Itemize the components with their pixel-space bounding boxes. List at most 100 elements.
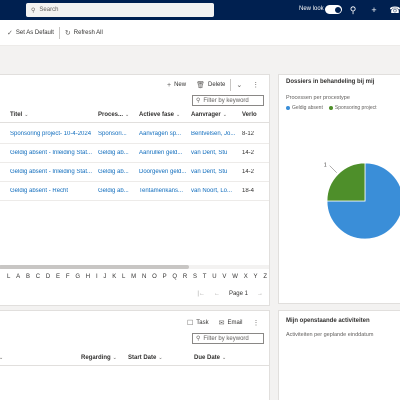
alphabet-filter-letter[interactable]: I <box>95 274 98 280</box>
alphabet-filter-letter[interactable]: T <box>202 274 207 280</box>
more-commands-chevron[interactable]: ⌄ <box>231 81 247 89</box>
scrollbar-thumb[interactable] <box>0 265 189 269</box>
divider <box>230 79 232 91</box>
search-box[interactable]: ⚲ Search <box>26 3 214 17</box>
task-icon: ☐ <box>187 320 194 327</box>
column-header-label: Start Date <box>128 355 157 361</box>
cell-proces[interactable]: Geldig ab... <box>98 150 129 156</box>
new-button[interactable]: + New <box>162 82 191 89</box>
cell-aanvrager[interactable]: Bentvelsen, Jo... <box>191 131 236 137</box>
overflow-menu-button[interactable]: ⋮ <box>247 81 264 89</box>
cell-actieve-fase[interactable]: Tentamenkans... <box>139 188 184 194</box>
legend-item-sponsoring[interactable]: Sponsoring project <box>328 105 377 111</box>
set-as-default-button[interactable]: ✓ Set As Default <box>2 23 59 43</box>
refresh-all-button[interactable]: ↻ Refresh All <box>60 23 108 43</box>
column-header-start-date[interactable]: Start Date ⌄ <box>128 355 163 361</box>
table-row[interactable]: Geldig absent - Inleiding Stat... Geldig… <box>0 144 269 163</box>
cell-verlo: 14-2 <box>242 150 255 156</box>
previous-page-icon[interactable]: ← <box>213 291 220 297</box>
delete-button[interactable]: 🗑 Delete <box>191 81 230 89</box>
alphabet-filter-letter[interactable]: O <box>152 274 157 280</box>
pie-slice-geldig-absent[interactable] <box>326 162 400 240</box>
column-header-label: Due Date <box>194 355 221 361</box>
first-page-icon[interactable]: |← <box>197 291 205 297</box>
cell-actieve-fase[interactable]: Aanrullen geld... <box>139 150 183 156</box>
column-header-chevron[interactable]: ⌄ <box>0 355 3 361</box>
cases-grid-panel: + New 🗑 Delete ⌄ ⋮ ⚲ Filter by keyword T… <box>0 74 270 306</box>
cell-actieve-fase[interactable]: Doorgeven geld... <box>139 169 187 175</box>
alphabet-filter-letter[interactable]: J <box>103 274 107 280</box>
chart-legend: Geldig absent Sponsoring project <box>286 105 377 111</box>
activities-toolbar: ☐ Task ✉ Email ⋮ <box>182 315 265 331</box>
dossiers-chart-panel: Dossiers in behandeling bij mij Processe… <box>278 74 400 304</box>
cell-proces[interactable]: Geldig ab... <box>98 188 129 194</box>
activities-filter-input[interactable]: ⚲ Filter by keyword <box>192 333 264 344</box>
chevron-down-icon: ⌄ <box>125 112 130 118</box>
column-header-regarding[interactable]: Regarding ⌄ <box>81 355 117 361</box>
column-header-verlo[interactable]: Verlo <box>242 112 257 118</box>
refresh-all-label: Refresh All <box>73 29 103 36</box>
legend-label: Sponsoring project <box>334 105 377 111</box>
lightbulb-icon[interactable]: ⚲ <box>349 5 357 15</box>
alphabet-filter-letter[interactable]: B <box>25 274 30 280</box>
alphabet-filter-letter[interactable]: L <box>122 274 126 280</box>
alphabet-filter-letter[interactable]: H <box>85 274 91 280</box>
column-header-proces[interactable]: Proces... ⌄ <box>98 112 129 118</box>
alphabet-filter-letter[interactable]: W <box>232 274 238 280</box>
alphabet-filter-letter[interactable]: L <box>7 274 11 280</box>
alphabet-filter-letter[interactable]: U <box>212 274 217 280</box>
pie-slice-sponsoring-project[interactable] <box>326 162 366 202</box>
cell-aanvrager[interactable]: van Dent, Stu <box>191 150 228 156</box>
alphabet-filter-letter[interactable]: F <box>65 274 70 280</box>
alphabet-filter-letter[interactable]: E <box>56 274 61 280</box>
table-row[interactable]: Sponsoring project- 10-4-2024 Sponsori..… <box>0 125 269 144</box>
cell-aanvrager[interactable]: van Noort, Lo... <box>191 188 233 194</box>
column-header-titel[interactable]: Titel ⌄ <box>10 112 28 118</box>
alphabet-filter-letter[interactable]: K <box>112 274 117 280</box>
cell-proces[interactable]: Geldig ab... <box>98 169 129 175</box>
alphabet-filter-letter[interactable]: Y <box>253 274 258 280</box>
cell-titel[interactable]: Sponsoring project- 10-4-2024 <box>10 131 92 137</box>
new-email-button[interactable]: ✉ Email <box>214 319 248 327</box>
alphabet-filter-letter[interactable]: P <box>162 274 167 280</box>
open-activities-panel: Mijn openstaande activiteiten Activiteit… <box>278 310 400 400</box>
search-icon: ⚲ <box>31 7 36 14</box>
cell-actieve-fase[interactable]: Aanvragen sp... <box>139 131 182 137</box>
new-look-toggle[interactable] <box>325 5 342 14</box>
next-page-icon[interactable]: → <box>257 291 263 297</box>
alphabet-filter-letter[interactable]: S <box>192 274 197 280</box>
column-header-due-date[interactable]: Due Date ⌄ <box>194 355 226 361</box>
column-header-label: Actieve fase <box>139 112 175 118</box>
alphabet-filter-letter[interactable]: D <box>45 274 51 280</box>
overflow-menu-button[interactable]: ⋮ <box>248 319 265 327</box>
grid-filter-input[interactable]: ⚲ Filter by keyword <box>192 95 264 106</box>
cell-aanvrager[interactable]: van Dent, Stu <box>191 169 228 175</box>
column-header-actieve-fase[interactable]: Actieve fase ⌄ <box>139 112 180 118</box>
alphabet-filter-letter[interactable]: Q <box>172 274 178 280</box>
alphabet-filter-letter[interactable]: M <box>131 274 137 280</box>
alphabet-filter-letter[interactable]: R <box>182 274 188 280</box>
alphabet-filter-letter[interactable]: C <box>35 274 41 280</box>
alphabet-filter-letter[interactable]: Z <box>263 274 267 280</box>
cell-titel[interactable]: Geldig absent - Inleiding Stat... <box>10 169 93 175</box>
add-icon[interactable]: + <box>371 5 377 15</box>
notification-bell-icon[interactable]: ☎ <box>389 5 400 15</box>
alphabet-filter-letter[interactable]: G <box>75 274 80 280</box>
alphabet-filter-letter[interactable]: V <box>222 274 227 280</box>
table-row[interactable]: Geldig absent - Recht Geldig ab... Tenta… <box>0 182 269 201</box>
cell-proces[interactable]: Sponsori... <box>98 131 127 137</box>
alphabet-filter-letter[interactable]: X <box>243 274 248 280</box>
cell-titel[interactable]: Geldig absent - Inleiding Stat... <box>10 150 93 156</box>
horizontal-scrollbar[interactable] <box>0 265 269 269</box>
filter-placeholder: Filter by keyword <box>203 97 249 104</box>
column-header-aanvrager[interactable]: Aanvrager ⌄ <box>191 112 227 118</box>
alphabet-filter-letter[interactable]: N <box>141 274 147 280</box>
legend-item-geldig-absent[interactable]: Geldig absent <box>286 105 323 111</box>
new-task-button[interactable]: ☐ Task <box>182 319 214 327</box>
header-divider <box>0 365 269 366</box>
grid-toolbar: + New 🗑 Delete ⌄ ⋮ <box>162 77 264 93</box>
alphabet-filter-letter[interactable]: A <box>16 274 21 280</box>
cell-titel[interactable]: Geldig absent - Recht <box>10 188 69 194</box>
cell-verlo: 18-4 <box>242 188 255 194</box>
table-row[interactable]: Geldig absent - Inleiding Stat... Geldig… <box>0 163 269 182</box>
